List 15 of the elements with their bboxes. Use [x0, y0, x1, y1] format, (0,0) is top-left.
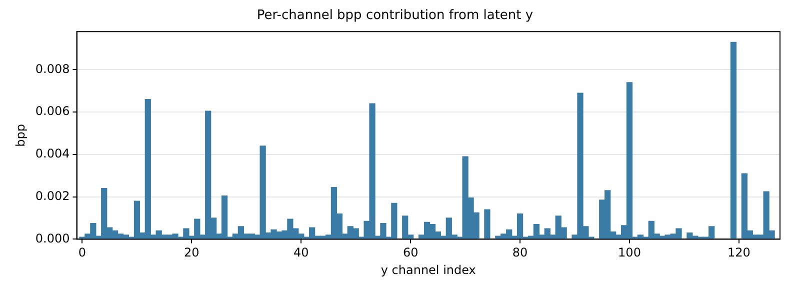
- y-tick-label: 0.004: [35, 146, 70, 161]
- x-tick-label: 40: [293, 246, 309, 260]
- y-tick-label: 0.002: [35, 188, 70, 203]
- x-tick-label: 80: [512, 246, 528, 260]
- x-tick-label: 0: [78, 246, 86, 260]
- x-tick-label: 100: [618, 246, 641, 260]
- x-tick-label: 60: [402, 246, 418, 260]
- x-tick-label: 20: [184, 246, 200, 260]
- y-tick-label: 0.000: [35, 231, 70, 246]
- x-tick-label: 120: [728, 246, 750, 260]
- x-axis-title: y channel index: [380, 262, 476, 277]
- y-axis-title: bpp: [13, 124, 28, 147]
- y-tick-label: 0.006: [35, 104, 70, 118]
- y-tick-label: 0.008: [35, 62, 70, 76]
- chart-title: Per-channel bpp contribution from latent y: [256, 8, 534, 24]
